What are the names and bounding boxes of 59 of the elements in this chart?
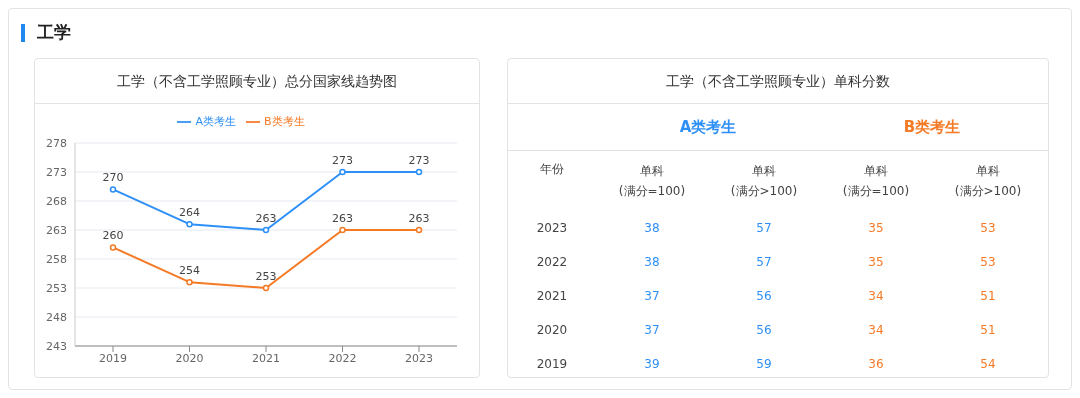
text: 年份 [539,161,565,178]
data-label: 53 [979,220,997,237]
data-label: 56 [755,288,773,305]
x-tick-label: 单科 (满分>100) [953,163,1023,200]
data-label: 273 [332,154,353,167]
data-label: 54 [979,356,997,373]
chart-title: 工学（不含工学照顾专业）单科分数 [508,59,1048,104]
data-label: 51 [979,288,997,305]
text: B类考生 [902,117,962,137]
x-tick-label: 单科 (满分>100) [729,163,799,200]
y-tick-label: 278 [46,136,67,150]
data-label: 37 [643,288,661,305]
data-label: 35 [867,254,885,271]
data-label: 260 [102,229,124,243]
data-label: 263 [255,212,277,225]
y-tick-label: 2021 [535,288,569,305]
data-label: 263 [332,212,353,225]
text: A类考生 [678,117,738,137]
data-label: 254 [179,264,200,278]
x-tick-label: 单科 (满分=100) [617,163,687,200]
y-tick-label: 258 [46,252,67,266]
data-label: 38 [643,254,661,271]
data-label: 38 [643,220,661,237]
x-tick-label: 2019 [99,351,127,365]
x-tick-label: 单科 (满分=100) [841,163,911,200]
y-tick-label: 2020 [535,322,569,339]
y-tick-label: 263 [46,223,67,237]
data-label: 39 [643,356,661,373]
data-label: 51 [979,322,997,339]
x-tick-label: 2023 [405,351,433,365]
data-label: 59 [755,356,773,373]
x-tick-label: 2022 [328,351,357,365]
legend-label: B类考生 [263,115,305,128]
data-label: 56 [755,322,773,339]
data-label: 57 [755,220,773,237]
data-label: 264 [179,206,200,220]
y-tick-label: 2023 [535,220,569,237]
y-tick-label: 268 [46,194,67,208]
data-label: 34 [867,288,885,305]
chart-title: 工学（不含工学照顾专业）总分国家线趋势图 [35,59,479,104]
x-tick-label: 2020 [175,351,204,365]
text: 工学 [37,21,71,44]
y-tick-label: 243 [46,339,67,353]
x-tick-label: 2021 [252,351,280,365]
data-label: 53 [979,254,997,271]
data-label: 253 [255,270,277,283]
y-tick-label: 273 [46,165,67,179]
y-tick-label: 253 [46,281,67,295]
y-tick-label: 2022 [535,254,569,271]
data-label: 57 [755,254,773,271]
data-label: 36 [867,356,885,373]
legend-label: A类考生 [195,115,236,128]
data-label: 263 [408,212,430,225]
data-label: 270 [102,171,124,185]
data-label: 273 [408,154,430,167]
data-label: 34 [867,322,885,339]
data-label: 37 [643,322,661,339]
y-tick-label: 248 [46,310,67,324]
data-label: 35 [867,220,885,237]
